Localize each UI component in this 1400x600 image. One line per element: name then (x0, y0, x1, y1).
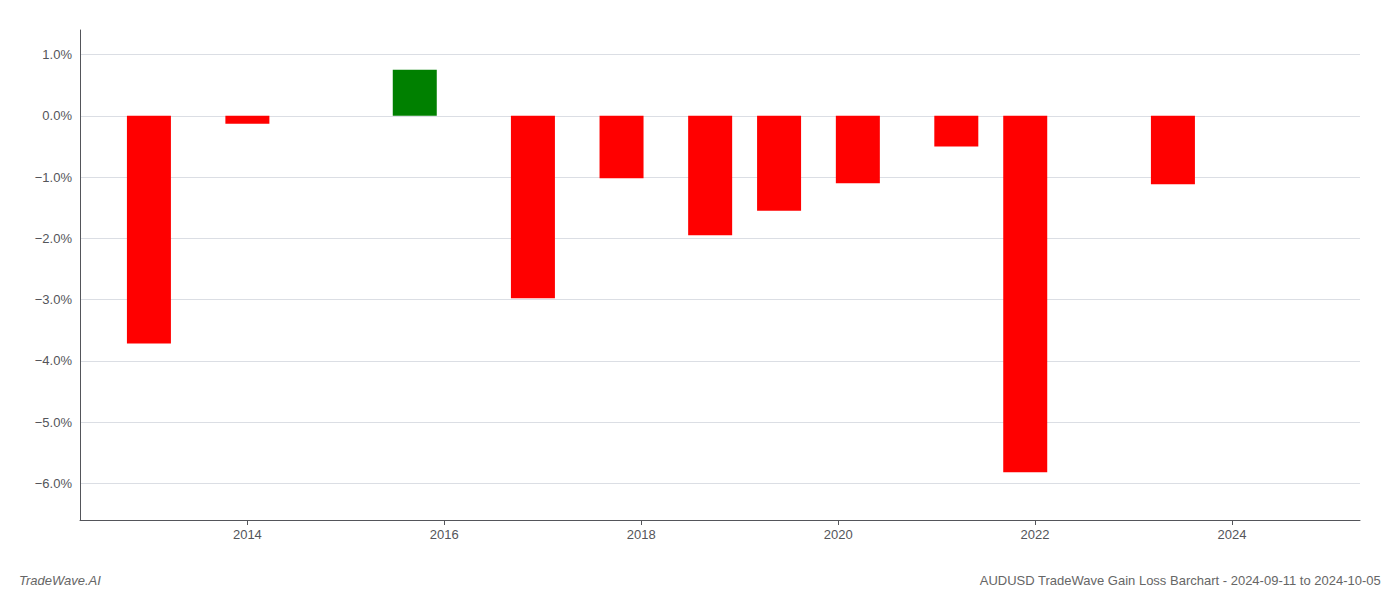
svg-text:AUDUSD TradeWave Gain Loss Bar: AUDUSD TradeWave Gain Loss Barchart - 20… (980, 573, 1381, 588)
svg-text:2020: 2020 (824, 527, 853, 542)
svg-text:−6.0%: −6.0% (35, 476, 73, 491)
svg-text:−5.0%: −5.0% (35, 415, 73, 430)
svg-text:2024: 2024 (1218, 527, 1247, 542)
svg-text:−2.0%: −2.0% (35, 231, 73, 246)
svg-text:2022: 2022 (1021, 527, 1050, 542)
svg-text:2014: 2014 (233, 527, 262, 542)
svg-text:0.0%: 0.0% (42, 108, 72, 123)
svg-text:1.0%: 1.0% (42, 47, 72, 62)
svg-text:−3.0%: −3.0% (35, 292, 73, 307)
svg-text:−4.0%: −4.0% (35, 353, 73, 368)
svg-text:2018: 2018 (627, 527, 656, 542)
svg-text:TradeWave.AI: TradeWave.AI (19, 573, 101, 588)
svg-text:−1.0%: −1.0% (35, 170, 73, 185)
svg-text:2016: 2016 (430, 527, 459, 542)
